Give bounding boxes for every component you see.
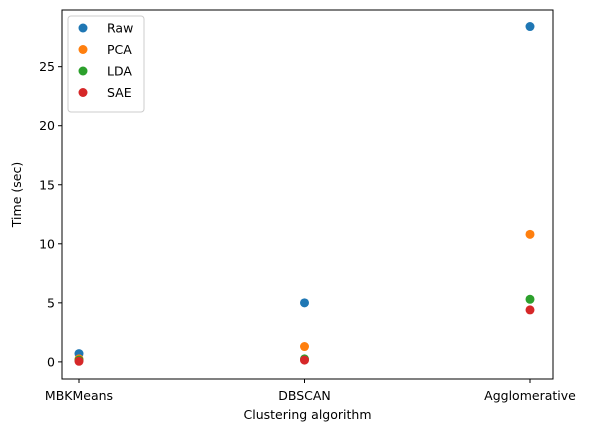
data-point-raw (525, 22, 535, 32)
data-point-pca (525, 229, 535, 239)
y-tick-label: 10 (39, 236, 55, 251)
data-point-sae (525, 305, 535, 315)
legend-label-lda: LDA (107, 64, 132, 79)
data-point-sae (74, 356, 84, 366)
data-points (74, 22, 535, 366)
legend-box (67, 15, 145, 113)
y-tick-label: 25 (39, 59, 55, 74)
legend-marker-sae (78, 88, 88, 97)
x-tick-label: MBKMeans (45, 388, 113, 403)
data-point-lda (525, 294, 535, 304)
legend: Raw PCA LDA SAE (67, 15, 145, 113)
y-tick-label: 5 (47, 295, 55, 310)
data-point-pca (300, 342, 309, 352)
y-axis-label: Time (sec) (9, 162, 24, 228)
legend-marker-lda (78, 66, 88, 76)
x-tick-label: DBSCAN (278, 388, 331, 403)
legend-marker-pca (78, 45, 88, 54)
legend-label-sae: SAE (107, 85, 132, 100)
legend-marker-raw (78, 23, 88, 33)
y-tick-label: 20 (39, 118, 55, 133)
y-tick-label: 15 (39, 177, 55, 192)
legend-label-raw: Raw (107, 21, 133, 36)
data-point-raw (300, 298, 309, 308)
y-axis-ticks: 0 5 10 15 20 25 (39, 59, 62, 369)
x-axis-label: Clustering algorithm (244, 407, 372, 422)
legend-label-pca: PCA (107, 42, 132, 57)
y-tick-label: 0 (47, 354, 55, 369)
x-axis-ticks: MBKMeans DBSCAN Agglomerative (45, 379, 576, 403)
data-point-sae (300, 355, 309, 365)
x-tick-label: Agglomerative (484, 388, 576, 403)
